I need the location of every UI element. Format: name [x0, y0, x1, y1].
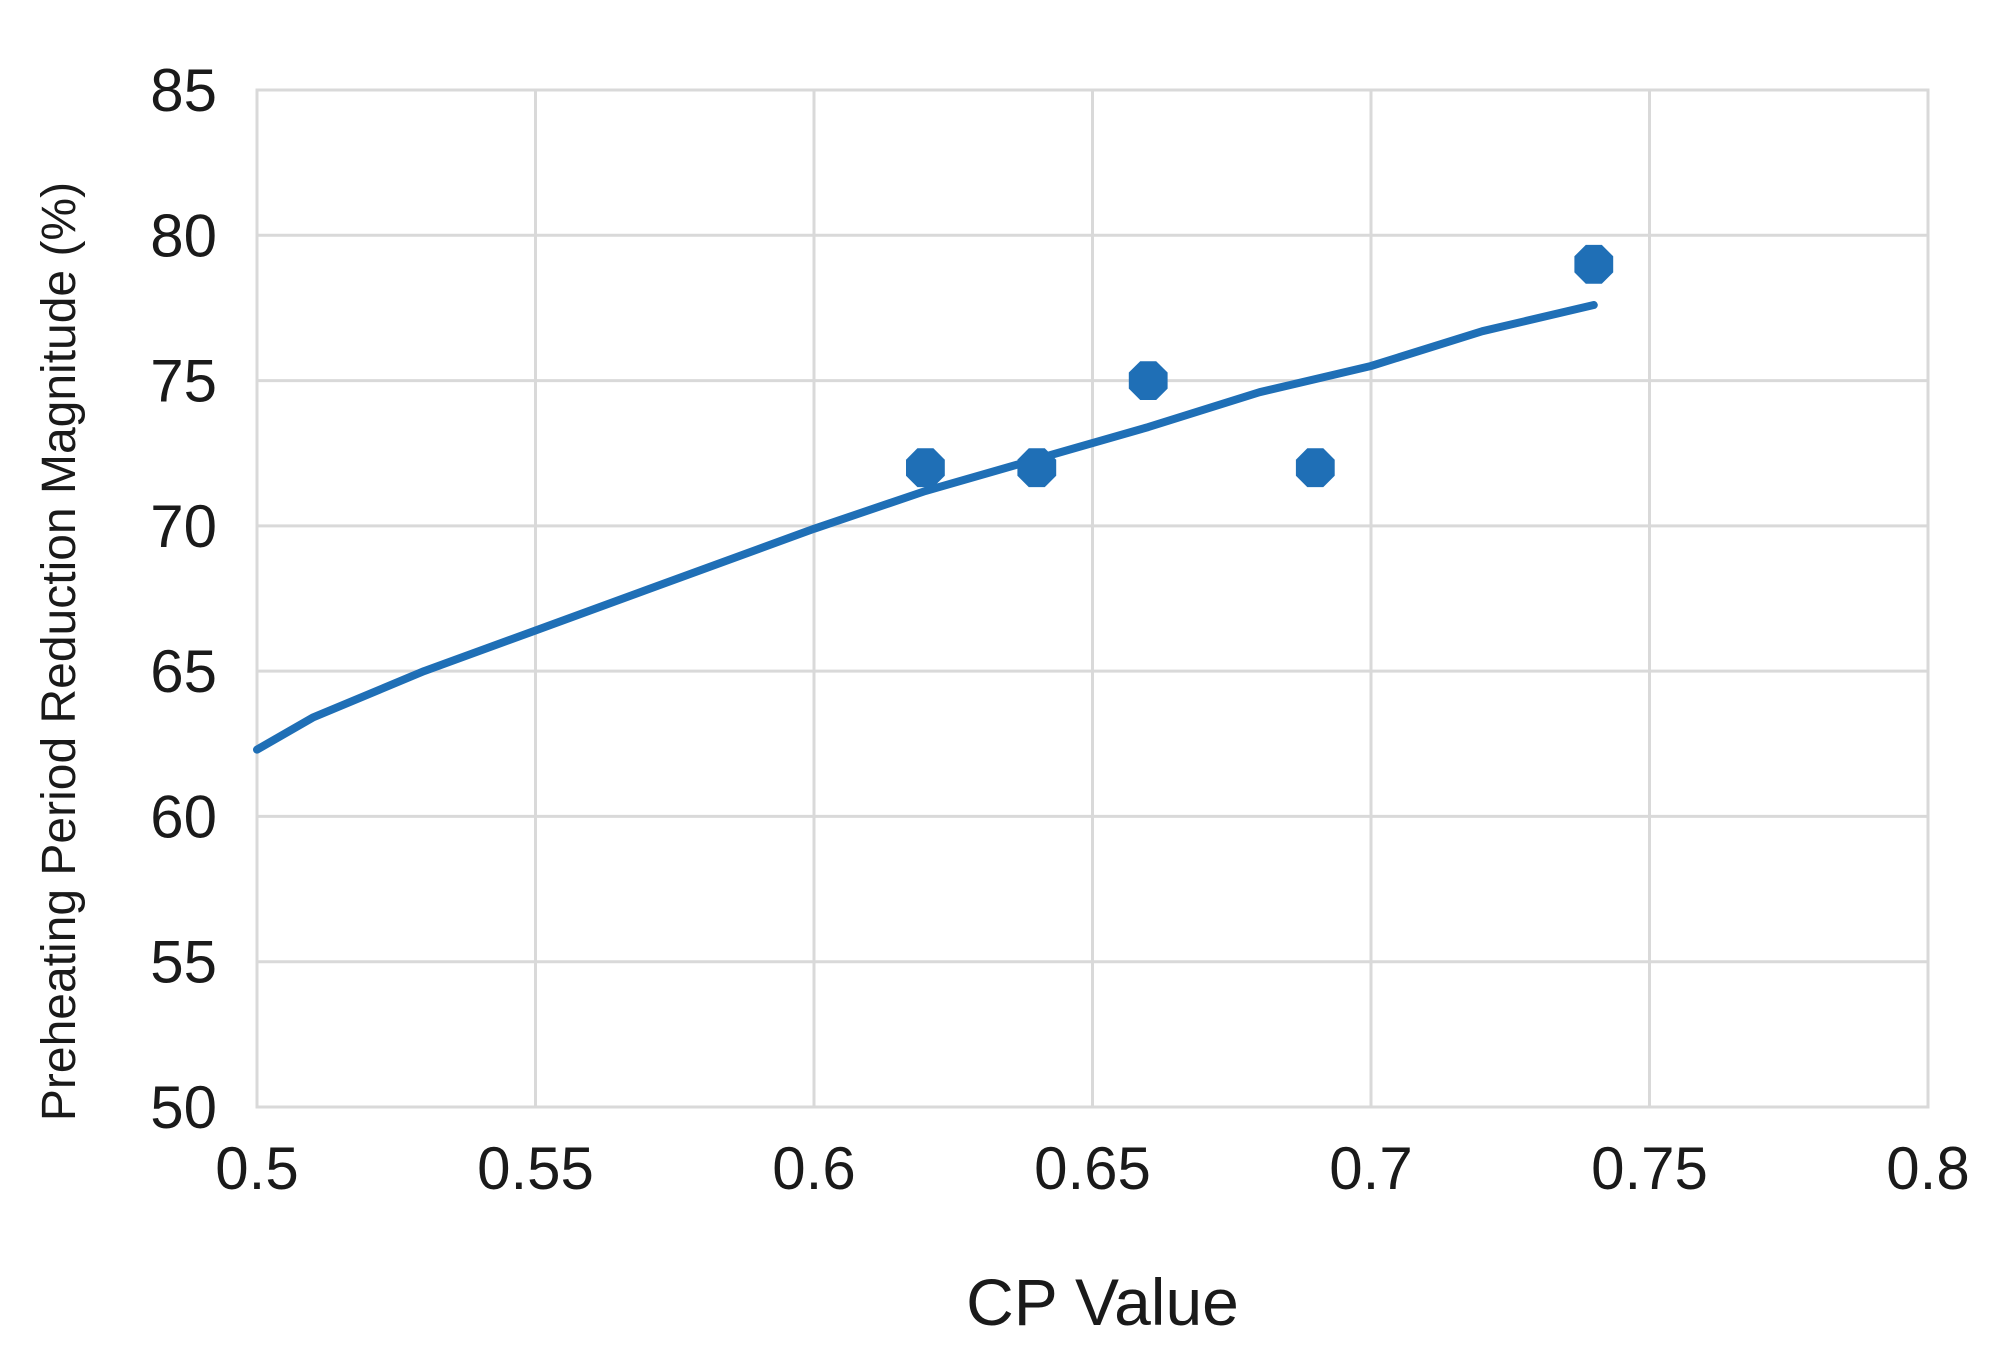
- x-axis-ticks: 0.5 0.55 0.6 0.65 0.7 0.75 0.8: [215, 1135, 1969, 1202]
- y-tick-label: 75: [150, 348, 217, 415]
- grid: [255, 88, 1930, 1109]
- x-tick-label: 0.55: [477, 1135, 594, 1202]
- y-axis-title: Preheating Period Reduction Magnitude (%…: [33, 182, 86, 1121]
- data-point: [906, 448, 945, 488]
- x-tick-label: 0.7: [1329, 1135, 1412, 1202]
- plot-frame: [255, 88, 1930, 1109]
- y-tick-label: 65: [150, 638, 217, 705]
- data-point: [1128, 361, 1168, 400]
- x-tick-label: 0.65: [1034, 1135, 1151, 1202]
- data-point: [1017, 448, 1057, 488]
- x-tick-label: 0.5: [215, 1135, 298, 1202]
- y-tick-label: 85: [150, 57, 217, 124]
- y-tick-label: 70: [150, 493, 217, 560]
- x-tick-label: 0.8: [1886, 1135, 1969, 1202]
- y-axis-ticks: 50 55 60 65 70 75 80 85: [150, 57, 217, 1141]
- y-tick-label: 55: [150, 929, 217, 996]
- data-point: [1295, 448, 1335, 488]
- x-tick-label: 0.75: [1591, 1135, 1708, 1202]
- data-point: [1574, 244, 1614, 284]
- data-points: [906, 244, 1614, 488]
- x-axis-title: CP Value: [966, 1265, 1239, 1339]
- y-tick-label: 80: [150, 202, 217, 269]
- y-tick-label: 60: [150, 783, 217, 850]
- trendline: [253, 301, 1598, 754]
- x-tick-label: 0.6: [772, 1135, 855, 1202]
- y-tick-label: 50: [150, 1074, 217, 1141]
